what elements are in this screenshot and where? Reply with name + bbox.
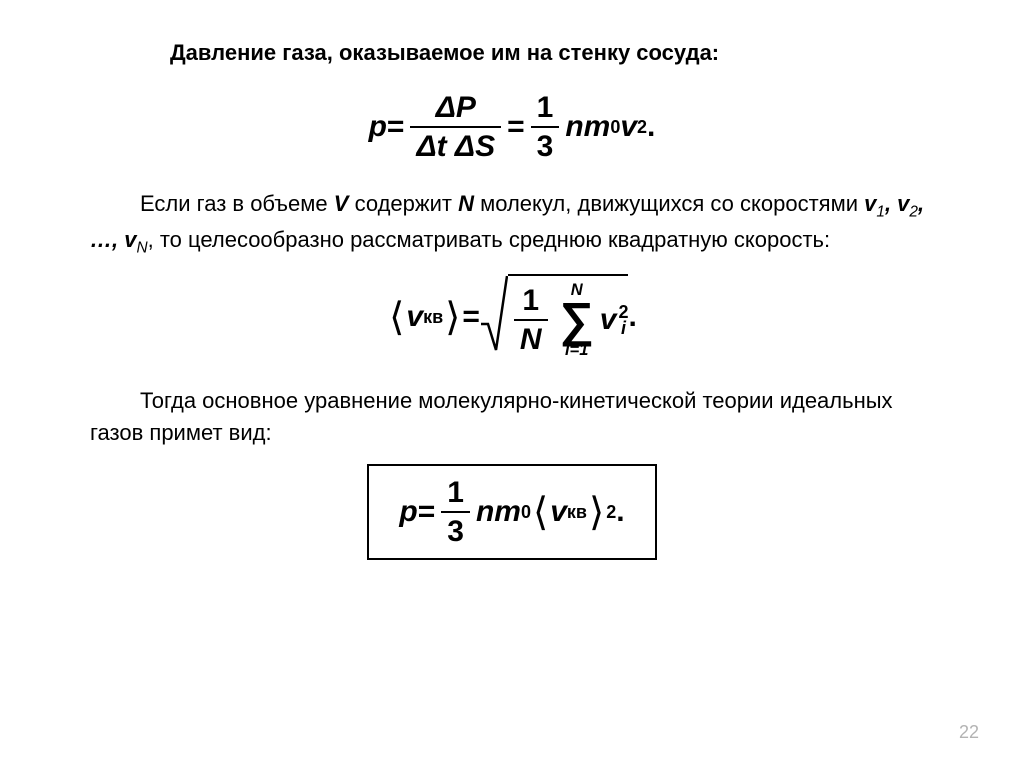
- sym-v2: v: [406, 300, 423, 334]
- p1-V: V: [334, 191, 349, 216]
- p1-comma1: ,: [885, 191, 897, 216]
- sqrt-icon: [480, 274, 508, 352]
- frac-dp-dtds: ΔP Δt ΔS: [410, 91, 501, 163]
- sym-dot2: .: [628, 300, 636, 334]
- slide-title: Давление газа, оказываемое им на стенку …: [170, 40, 934, 66]
- sym-m3: m: [494, 495, 521, 529]
- p1-v2: v: [897, 191, 909, 216]
- sym-1: 1: [531, 91, 560, 124]
- angle-r: ⟩: [445, 295, 460, 340]
- frac-1-3: 1 3: [531, 91, 560, 163]
- sigma-icon: ∑: [560, 299, 594, 342]
- sym-v: v: [620, 110, 637, 144]
- slide: Давление газа, оказываемое им на стенку …: [0, 0, 1024, 768]
- sym-eq3: =: [462, 300, 480, 334]
- paragraph-1: Если газ в объеме V содержит N молекул, …: [90, 188, 934, 259]
- sum: N ∑ i=1: [560, 282, 594, 358]
- p1-b: содержит: [348, 191, 458, 216]
- p1-v1: v: [864, 191, 876, 216]
- p1-vNs: N: [136, 239, 147, 256]
- sym-sq3: 2: [606, 502, 616, 523]
- sym-3: 3: [531, 130, 560, 163]
- sym-m03: 0: [521, 502, 531, 523]
- sym-dt: Δt: [416, 130, 446, 163]
- sym-eq4: =: [418, 495, 436, 529]
- sym-kv: кв: [423, 307, 443, 328]
- sym-p: p: [369, 110, 387, 144]
- sym-vi: v: [600, 303, 617, 337]
- sym-1c: 1: [441, 476, 470, 509]
- frac-1-3b: 1 3: [441, 476, 470, 548]
- sym-n: n: [565, 110, 583, 144]
- angle-l: ⟨: [389, 295, 404, 340]
- sym-m: m: [584, 110, 611, 144]
- sym-p3: p: [399, 495, 417, 529]
- page-number: 22: [959, 722, 979, 743]
- p1-c: молекул, движущихся со скоростями: [474, 191, 864, 216]
- angle-l2: ⟨: [533, 490, 548, 535]
- sym-i: i: [618, 320, 628, 336]
- p1-v1s: 1: [876, 203, 885, 220]
- frac-1-N: 1 N: [514, 284, 548, 356]
- equation-mkt: p = 1 3 nm0 ⟨ vкв ⟩2 .: [90, 464, 934, 560]
- p1-vN: v: [124, 227, 136, 252]
- p1-d: , то целесообразно рассматривать среднюю…: [148, 227, 831, 252]
- sym-dot: .: [647, 110, 655, 144]
- paragraph-2: Тогда основное уравнение молекулярно-кин…: [90, 385, 934, 449]
- sym-3c: 3: [441, 515, 470, 548]
- sym-Nb: N: [514, 323, 548, 356]
- sum-bot: i=1: [565, 342, 588, 359]
- sym-v3: v: [550, 495, 567, 529]
- equation-pressure: p = ΔP Δt ΔS = 1 3 nm0v2 .: [90, 91, 934, 163]
- sym-dot3: .: [616, 495, 624, 529]
- p1-a: Если газ в объеме: [140, 191, 334, 216]
- sym-eq2: =: [507, 110, 525, 144]
- angle-r2: ⟩: [589, 490, 604, 535]
- sym-m0: 0: [610, 117, 620, 138]
- sym-sq: 2: [637, 117, 647, 138]
- sym-kv3: кв: [567, 502, 587, 523]
- sym-1b: 1: [516, 284, 545, 317]
- p1-N: N: [458, 191, 474, 216]
- sym-dP: ΔP: [436, 91, 476, 124]
- sym-n3: n: [476, 495, 494, 529]
- sqrt: 1 N N ∑ i=1 v 2 i: [480, 274, 629, 360]
- equation-rms: ⟨ vкв ⟩ = 1 N N ∑: [90, 274, 934, 360]
- sym-eq: =: [387, 110, 405, 144]
- p1-v2s: 2: [909, 203, 918, 220]
- sym-dS: ΔS: [447, 130, 496, 163]
